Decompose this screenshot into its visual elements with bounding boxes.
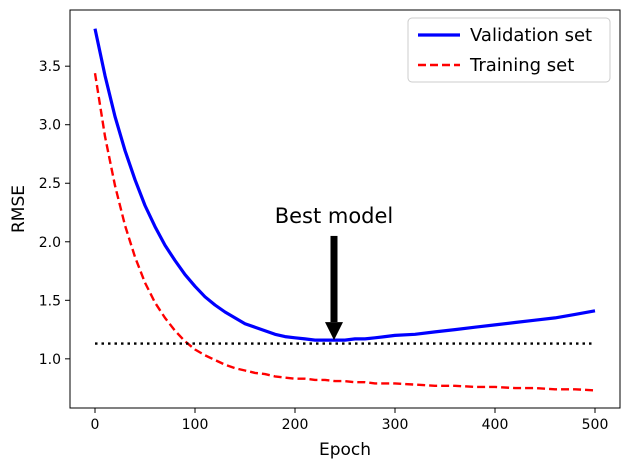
x-tick-label: 300 — [382, 417, 409, 433]
annotation-arrow-shaft — [330, 235, 338, 323]
y-tick-label: 2.5 — [39, 176, 61, 192]
annotation-arrow-head — [325, 322, 343, 341]
y-tick-label: 1.5 — [39, 293, 61, 309]
legend-label: Training set — [469, 55, 574, 76]
x-tick-label: 0 — [91, 417, 100, 433]
x-tick-label: 200 — [282, 417, 309, 433]
legend: Validation set Training set — [407, 17, 611, 83]
plot-frame — [69, 9, 621, 409]
y-tick-label: 2.0 — [39, 235, 61, 251]
annotation-text: Best model — [275, 204, 394, 228]
validation-line — [93, 28, 596, 342]
x-axis-label: Epoch — [319, 440, 371, 460]
x-tick-label: 400 — [482, 417, 509, 433]
y-tick-label: 3.5 — [39, 59, 61, 75]
y-tick-label: 3.0 — [39, 118, 61, 134]
x-tick-label: 100 — [182, 417, 209, 433]
x-tick-label: 500 — [582, 417, 609, 433]
y-axis-label: RMSE — [9, 185, 29, 233]
legend-label: Validation set — [470, 25, 592, 46]
y-tick-label: 1.0 — [39, 352, 61, 368]
